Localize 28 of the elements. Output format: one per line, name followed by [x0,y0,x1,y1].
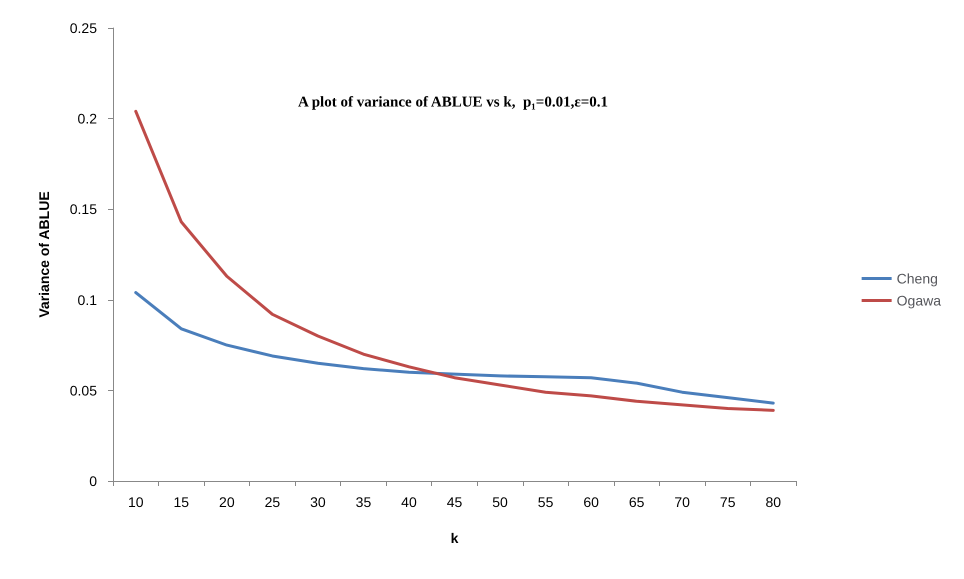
x-tick-label: 55 [538,494,554,510]
y-tick-label: 0.1 [78,292,98,308]
x-tick-label: 80 [765,494,782,510]
x-tick-label: 35 [356,494,372,510]
line-series [134,110,775,412]
y-tick-label: 0.2 [78,110,98,127]
x-tick-label: 60 [583,494,600,510]
x-tick-label: 20 [219,494,235,510]
y-axis-title: Variance of ABLUE [36,191,52,318]
x-tick-label: 65 [628,494,645,510]
text: A plot of variance of ABLUE vs k, p₁=0.01,ε=0.1 [298,94,608,110]
x-tick-label: 15 [174,494,190,510]
y-tick-label: 0.25 [70,20,98,36]
x-tick-label: 75 [720,494,736,510]
x-tick-label: 25 [264,494,280,510]
x-tick-label: 45 [446,494,462,510]
y-tick-label: 0 [89,473,98,489]
y-tick-label: 0.05 [70,382,98,398]
y-tick-label: 0.15 [70,201,98,218]
legend-label: Cheng [896,270,938,286]
x-tick-label: 70 [674,494,690,510]
x-tick-label: 50 [492,494,508,510]
legend-label: Ogawa [896,292,942,308]
x-tick-label: 40 [401,494,417,510]
line-series [134,291,775,405]
x-tick-label: 10 [128,494,144,510]
x-axis-title: k [450,530,459,546]
x-tick-label: 30 [310,494,326,510]
